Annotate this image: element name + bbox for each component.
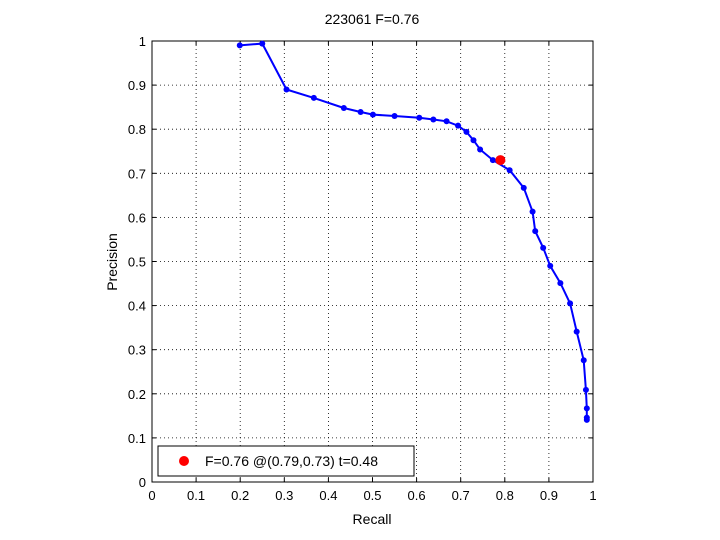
curve-point [310,94,317,101]
x-tick-label: 0.8 [496,488,514,503]
x-axis-title: Recall [353,511,392,527]
x-tick-label: 0 [148,488,155,503]
curve-point [583,416,590,423]
x-tick-label: 0.6 [408,488,426,503]
x-tick-labels: 0 0.1 0.2 0.3 0.4 0.5 0.6 0.7 0.8 0.9 1 [148,488,596,503]
curve-point [391,112,398,119]
curve-point [340,105,347,112]
curve-point [506,167,513,174]
curve-point [557,280,564,287]
y-tick-label: 0.6 [128,210,146,225]
curve-point [283,86,290,93]
x-tick-label: 0.4 [319,488,337,503]
axis-ticks [151,40,594,483]
curve-point [430,116,437,123]
curve-point [236,42,243,49]
legend-label: F=0.76 @(0.79,0.73) t=0.48 [205,453,378,469]
y-tick-label: 0.9 [128,78,146,93]
curve-point [489,157,496,164]
x-tick-label: 0.7 [452,488,470,503]
curve-point [463,128,470,135]
x-tick-label: 0.2 [231,488,249,503]
x-tick-label: 0.1 [187,488,205,503]
y-tick-label: 0.5 [128,255,146,270]
y-tick-label: 0.8 [128,122,146,137]
y-tick-labels: 0 0.1 0.2 0.3 0.4 0.5 0.6 0.7 0.8 0.9 1 [128,34,146,490]
x-tick-label: 0.5 [363,488,381,503]
y-axis-title: Precision [104,233,120,291]
y-tick-label: 0.3 [128,343,146,358]
legend: F=0.76 @(0.79,0.73) t=0.48 [157,445,415,477]
curve-point [369,111,376,118]
y-tick-label: 0.1 [128,431,146,446]
curve-point [567,300,574,307]
curve-point [455,122,462,129]
curve-point [583,405,590,412]
y-tick-label: 0.7 [128,166,146,181]
curve-point [259,40,266,47]
chart-title: 223061 F=0.76 [325,11,420,27]
curve-point [520,184,527,191]
x-tick-label: 0.9 [540,488,558,503]
x-tick-label: 0.3 [275,488,293,503]
y-tick-label: 0 [139,475,146,490]
curve-point [547,262,554,269]
y-tick-label: 0.4 [128,299,146,314]
y-tick-label: 1 [139,34,146,49]
curve-point [573,328,580,335]
curve-point [470,137,477,144]
best-f-point [495,155,506,166]
curve-point [416,114,423,121]
curve-point [443,118,450,125]
legend-box [157,445,415,477]
y-tick-label: 0.2 [128,387,146,402]
curve-point [580,357,587,364]
curve-point [529,208,536,215]
curve-point [477,146,484,153]
x-tick-label: 1 [589,488,596,503]
curve-point [540,244,547,251]
curve-point [357,109,364,116]
curve-point [532,228,539,235]
grid-lines [152,41,593,482]
curve-points [236,40,590,423]
curve-point [582,386,589,393]
legend-marker [179,456,189,466]
